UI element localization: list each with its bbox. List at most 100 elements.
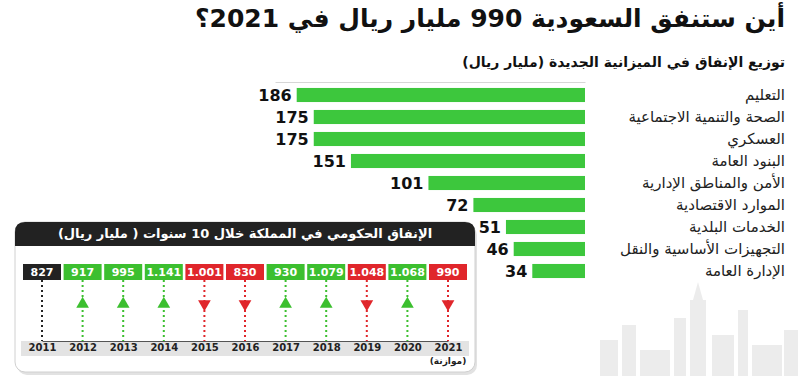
value-box	[429, 264, 467, 280]
stem	[406, 280, 408, 341]
data-label: 1.001	[187, 266, 222, 279]
data-label: 1.048	[349, 266, 384, 279]
category-label: البنود العامة	[711, 152, 785, 170]
y-tick: الصحة والتنمية الاجتماعية	[628, 108, 785, 126]
inset-header	[15, 222, 475, 246]
x-tick-label: 2013	[110, 342, 138, 353]
x-tick: 2018	[313, 341, 341, 353]
skyline-block	[784, 330, 798, 376]
page: 186 175 175 151 101 72 51 46 34 التعليم الصحة والت…	[0, 0, 800, 376]
x-tick: 2011	[29, 341, 57, 353]
x-axis: 2011201220132014201520162017201820192020…	[29, 341, 463, 353]
x-tick-label: 2019	[353, 342, 381, 353]
arrow-up	[279, 297, 292, 308]
stem	[82, 280, 84, 341]
bar	[514, 242, 585, 256]
data-label: 1.141	[146, 266, 181, 279]
y-tick: العسكري	[727, 130, 785, 149]
arrow-down	[360, 300, 373, 311]
bar	[351, 154, 585, 168]
value-box	[267, 264, 305, 280]
x-tick-label: 2016	[232, 342, 260, 353]
category-label: التعليم	[745, 86, 785, 104]
x-tick-label: 2011	[29, 342, 57, 353]
skyline-block	[752, 345, 782, 376]
timeline-marks	[23, 264, 467, 341]
arrow-up	[401, 297, 414, 308]
data-label: 34	[505, 262, 527, 281]
y-tick: التعليم	[745, 86, 785, 104]
x-axis	[276, 82, 586, 83]
y-tick: الخدمات البلدية	[689, 218, 785, 236]
y-tick: الإدارة العامة	[705, 262, 785, 280]
y-axis: التعليم الصحة والتنمية الاجتماعية العسكري ا…	[620, 86, 785, 280]
title: أين ستنفق السعودية 990 مليار ريال في 202…	[195, 4, 785, 33]
data-label: 175	[275, 130, 308, 149]
category-label: الصحة والتنمية الاجتماعية	[628, 108, 785, 126]
x-axis-band	[21, 341, 469, 356]
y-tick: الموارد الاقتصادية	[676, 196, 785, 214]
subtitle: توزيع الإنفاق في الميزانية الجديدة (مليا…	[462, 54, 785, 70]
skyline-block	[712, 335, 734, 376]
arrow-up	[76, 297, 89, 308]
data-label: 930	[274, 266, 297, 279]
value-box	[307, 264, 345, 280]
data-label: 46	[486, 240, 508, 259]
stem	[41, 280, 43, 341]
inset-box	[15, 222, 475, 372]
data-label: 175	[275, 108, 308, 127]
stem	[285, 280, 287, 341]
data-label: 917	[71, 266, 94, 279]
arrow-down	[442, 300, 455, 311]
bar	[428, 176, 585, 190]
value-box	[104, 264, 142, 280]
category-label: العسكري	[727, 130, 785, 149]
x-axis-line	[276, 82, 586, 83]
data-label: 995	[112, 266, 135, 279]
skyline-block	[738, 310, 748, 376]
bar	[532, 264, 585, 278]
x-tick-label: 2014	[150, 342, 178, 353]
bar	[506, 220, 585, 234]
category-label: الإدارة العامة	[705, 262, 785, 280]
x-tick: 2021	[435, 341, 463, 353]
arrow-up	[320, 297, 333, 308]
value-box	[226, 264, 264, 280]
bar	[314, 110, 585, 124]
data-label: 1.079	[309, 266, 344, 279]
x-tick: 2016	[232, 341, 260, 353]
x-tick: 2017	[272, 341, 300, 353]
data-label: 72	[446, 196, 468, 215]
skyline-block	[622, 325, 636, 376]
data-label: 990	[437, 266, 460, 279]
arrow-down	[239, 300, 252, 311]
annotation: (موازنة)	[418, 356, 478, 366]
y-tick: الأمن والمناطق الإدارية	[642, 173, 785, 192]
x-tick-label: 2017	[272, 342, 300, 353]
y-tick: التجهيزات الأساسية والنقل	[620, 239, 785, 258]
x-tick: 2014	[150, 341, 178, 353]
x-tick-label: 2018	[313, 342, 341, 353]
data-label: 1.068	[390, 266, 425, 279]
data-label: 151	[313, 152, 346, 171]
category-label: التجهيزات الأساسية والنقل	[620, 239, 785, 258]
x-tick-label: 2015	[191, 342, 219, 353]
x-tick-label: 2012	[69, 342, 97, 353]
bar	[314, 132, 585, 146]
category-label: الأمن والمناطق الإدارية	[642, 173, 785, 192]
x-tick: 2015	[191, 341, 219, 353]
data-label: 186	[258, 86, 291, 105]
value-box	[145, 264, 183, 280]
skyline-block	[690, 300, 706, 376]
y-tick: البنود العامة	[711, 152, 785, 170]
skyline-block	[600, 340, 618, 376]
stem	[163, 280, 165, 341]
category-label: الموارد الاقتصادية	[676, 196, 785, 214]
value-box	[388, 264, 426, 280]
inset-title: الإنفاق الحكومي في المملكة خلال 10 سنوات…	[15, 226, 475, 241]
x-tick-label: 2021	[435, 342, 463, 353]
arrow-up	[117, 297, 130, 308]
data-label: 101	[390, 174, 423, 193]
data-label: 51	[479, 218, 501, 237]
data-label: 830	[234, 266, 257, 279]
